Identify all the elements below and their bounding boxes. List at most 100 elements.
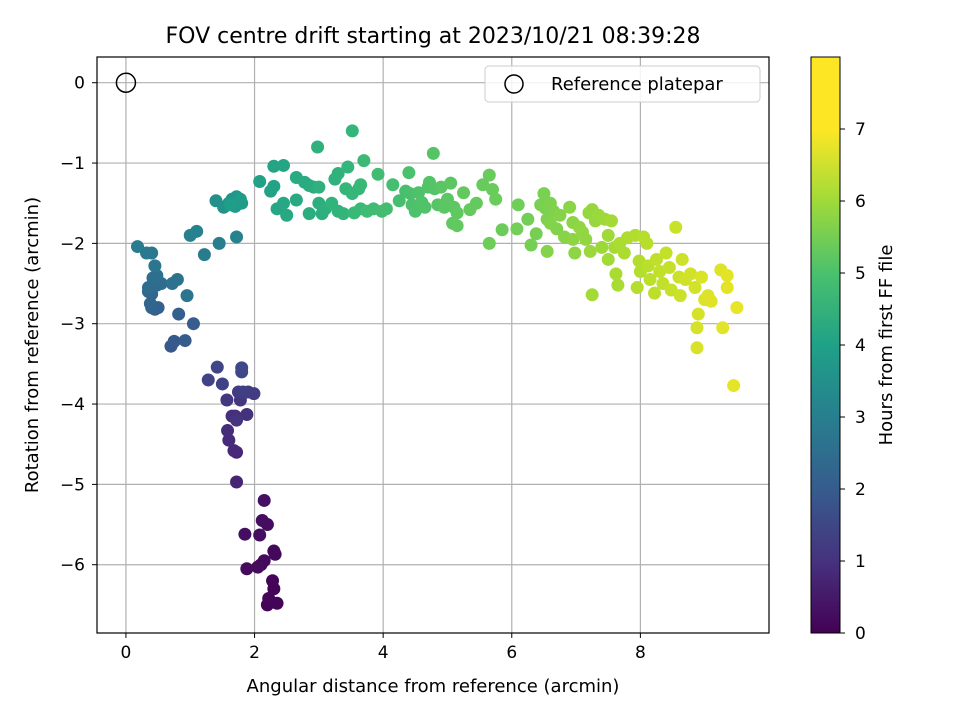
data-point bbox=[640, 236, 654, 250]
grid-lines bbox=[97, 57, 769, 633]
data-point bbox=[510, 222, 524, 236]
data-point bbox=[357, 154, 371, 168]
data-point bbox=[595, 240, 609, 254]
data-point bbox=[630, 281, 644, 295]
legend-box bbox=[484, 65, 761, 103]
data-point bbox=[186, 317, 200, 331]
data-point bbox=[540, 244, 554, 258]
data-point bbox=[148, 259, 162, 273]
colorbar-tick-label: 5 bbox=[855, 264, 866, 284]
colorbar-tick-label: 0 bbox=[855, 624, 866, 644]
data-point bbox=[489, 192, 503, 206]
x-tick-label: 6 bbox=[506, 643, 517, 663]
data-point bbox=[251, 560, 265, 574]
data-point bbox=[230, 413, 244, 427]
x-tick-label: 8 bbox=[635, 643, 646, 663]
chart-title: FOV centre drift starting at 2023/10/21 … bbox=[166, 24, 701, 49]
data-point bbox=[253, 175, 267, 189]
data-point bbox=[720, 269, 734, 283]
data-point bbox=[511, 198, 525, 212]
x-tick-label: 2 bbox=[249, 643, 260, 663]
data-point bbox=[267, 544, 281, 558]
data-point bbox=[280, 208, 294, 222]
data-point bbox=[267, 179, 281, 193]
data-point bbox=[302, 207, 316, 221]
data-point bbox=[495, 223, 509, 237]
data-point bbox=[266, 574, 280, 588]
data-point bbox=[649, 252, 663, 266]
data-point bbox=[223, 198, 237, 212]
data-point bbox=[253, 528, 267, 542]
data-point bbox=[643, 273, 657, 287]
data-point bbox=[230, 230, 244, 244]
colorbar-tick-label: 1 bbox=[855, 552, 866, 572]
data-point bbox=[418, 200, 432, 214]
data-point bbox=[691, 307, 705, 321]
data-point bbox=[220, 393, 234, 407]
y-tick-label: −1 bbox=[60, 154, 85, 174]
data-point bbox=[521, 212, 535, 226]
data-point bbox=[694, 270, 708, 284]
data-point bbox=[720, 281, 734, 295]
data-point bbox=[227, 444, 241, 458]
data-point bbox=[688, 281, 702, 295]
reference-marker bbox=[115, 72, 137, 93]
data-point bbox=[604, 214, 618, 228]
data-point bbox=[331, 166, 345, 180]
data-point bbox=[240, 562, 254, 576]
data-point bbox=[568, 246, 582, 260]
data-point bbox=[690, 321, 704, 335]
data-point bbox=[233, 192, 247, 206]
data-point bbox=[235, 361, 249, 375]
data-point bbox=[482, 236, 496, 250]
x-tick-label: 0 bbox=[121, 643, 132, 663]
data-point bbox=[221, 424, 235, 438]
data-point bbox=[238, 527, 252, 541]
data-point bbox=[482, 168, 496, 182]
legend-marker bbox=[504, 74, 524, 94]
data-point bbox=[457, 186, 471, 200]
data-point bbox=[345, 124, 359, 138]
data-point bbox=[524, 238, 538, 252]
data-point bbox=[354, 178, 368, 192]
colorbar bbox=[810, 56, 841, 634]
colorbar-ticks: 0 1 2 3 4 5 6 7 bbox=[840, 120, 866, 644]
data-point bbox=[727, 379, 741, 393]
data-point bbox=[341, 160, 355, 174]
data-point bbox=[450, 206, 464, 220]
y-tick-label: −2 bbox=[60, 234, 85, 254]
colorbar-tick-label: 7 bbox=[855, 120, 866, 140]
data-point bbox=[537, 187, 551, 201]
data-point bbox=[276, 158, 290, 172]
data-point bbox=[583, 244, 597, 258]
y-tick-label: −5 bbox=[60, 475, 85, 495]
colorbar-tick-label: 2 bbox=[855, 480, 866, 500]
data-point bbox=[140, 246, 154, 260]
data-point bbox=[648, 286, 662, 300]
y-tick-label: −6 bbox=[60, 556, 85, 576]
x-tick-label: 4 bbox=[378, 643, 389, 663]
data-point bbox=[609, 267, 623, 281]
plot-frame bbox=[96, 56, 770, 634]
data-point bbox=[311, 140, 325, 154]
data-point bbox=[730, 301, 744, 315]
data-point bbox=[289, 193, 303, 207]
data-point bbox=[386, 178, 400, 192]
data-point bbox=[669, 220, 683, 234]
data-point bbox=[529, 227, 543, 241]
data-point bbox=[402, 166, 416, 180]
data-point bbox=[675, 252, 689, 266]
data-point bbox=[716, 321, 730, 335]
y-axis-ticks: 0 −1 −2 −3 −4 −5 −6 bbox=[60, 74, 97, 576]
data-point bbox=[563, 200, 577, 214]
data-point bbox=[276, 196, 290, 210]
reference-platepar-marker bbox=[115, 72, 137, 93]
data-point bbox=[659, 246, 673, 260]
data-point bbox=[601, 228, 615, 242]
data-point bbox=[180, 289, 194, 303]
colorbar-tick-label: 3 bbox=[855, 408, 866, 428]
data-point bbox=[212, 236, 226, 250]
data-point bbox=[255, 514, 269, 528]
x-axis-label: Angular distance from reference (arcmin) bbox=[247, 676, 620, 697]
